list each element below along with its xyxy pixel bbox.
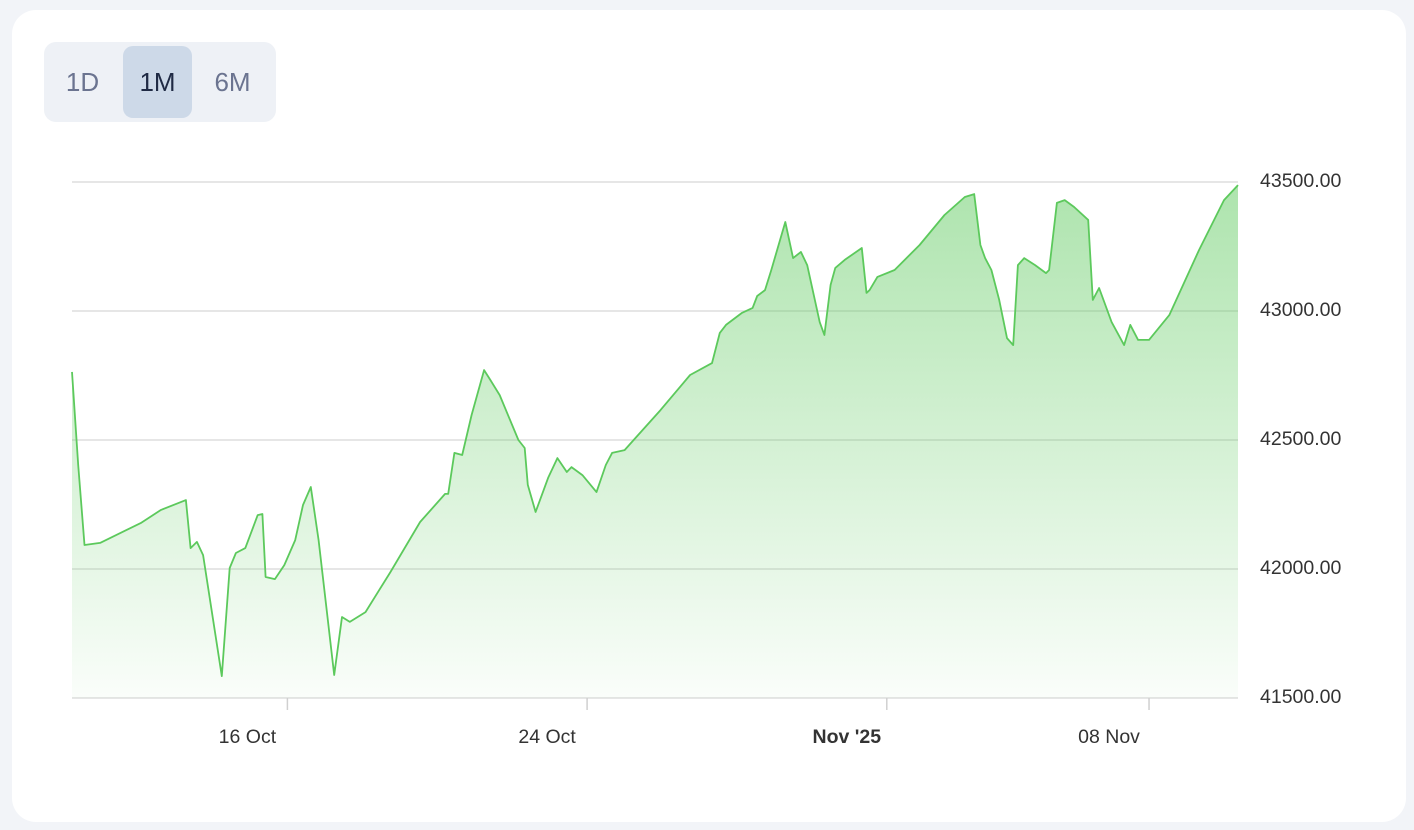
y-tick-label: 42500.00 bbox=[1260, 428, 1341, 450]
y-tick-label: 43000.00 bbox=[1260, 299, 1341, 321]
range-button[interactable]: 1M bbox=[123, 46, 192, 118]
y-tick-label: 41500.00 bbox=[1260, 686, 1341, 708]
range-button[interactable]: 6M bbox=[198, 46, 267, 118]
range-selector: 1D 1M 6M bbox=[44, 42, 276, 122]
x-tick-label: 16 Oct bbox=[219, 726, 277, 748]
x-tick-label: 08 Nov bbox=[1078, 726, 1140, 748]
range-button[interactable]: 1D bbox=[48, 46, 117, 118]
y-tick-label: 42000.00 bbox=[1260, 557, 1341, 579]
x-tick-label: Nov '25 bbox=[812, 726, 881, 748]
y-tick-label: 43500.00 bbox=[1260, 170, 1341, 192]
x-tick-label: 24 Oct bbox=[518, 726, 576, 748]
line bbox=[71, 184, 1239, 677]
area-fill bbox=[72, 185, 1238, 699]
